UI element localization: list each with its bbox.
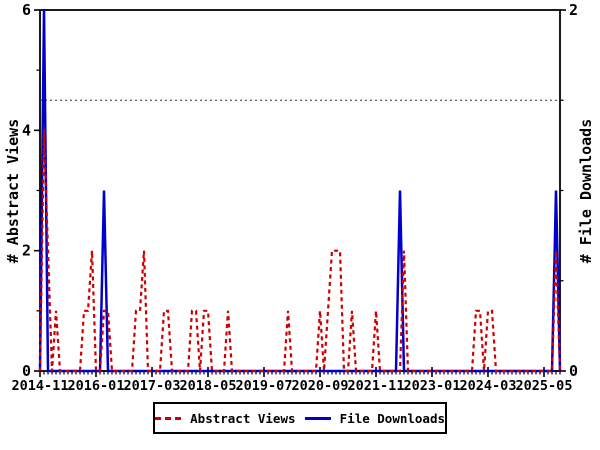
svg-text:2: 2 [569, 1, 578, 19]
svg-text:2017-03: 2017-03 [124, 378, 181, 394]
legend-label-abstract-views: Abstract Views [190, 410, 296, 426]
y-axis-title-left: # Abstract Views [4, 118, 22, 264]
svg-text:0: 0 [569, 362, 578, 380]
svg-text:2: 2 [22, 242, 31, 260]
svg-text:2014-11: 2014-11 [12, 378, 69, 394]
svg-text:2023-01: 2023-01 [404, 378, 461, 394]
y-axis-title-right: # File Downloads [577, 118, 595, 264]
svg-text:2021-11: 2021-11 [348, 378, 405, 394]
legend: Abstract Views File Downloads [153, 402, 447, 434]
abstract-views-line-sample [155, 416, 182, 420]
svg-text:6: 6 [22, 1, 31, 19]
svg-text:2020-09: 2020-09 [292, 378, 349, 394]
svg-text:2025-05: 2025-05 [516, 378, 573, 394]
svg-text:2016-01: 2016-01 [68, 378, 125, 394]
svg-text:4: 4 [22, 121, 31, 139]
svg-text:2024-03: 2024-03 [460, 378, 517, 394]
svg-text:0: 0 [22, 362, 31, 380]
legend-label-file-downloads: File Downloads [339, 410, 445, 426]
svg-text:2019-07: 2019-07 [236, 378, 293, 394]
file-downloads-line-sample [304, 416, 331, 420]
svg-text:2018-05: 2018-05 [180, 378, 237, 394]
